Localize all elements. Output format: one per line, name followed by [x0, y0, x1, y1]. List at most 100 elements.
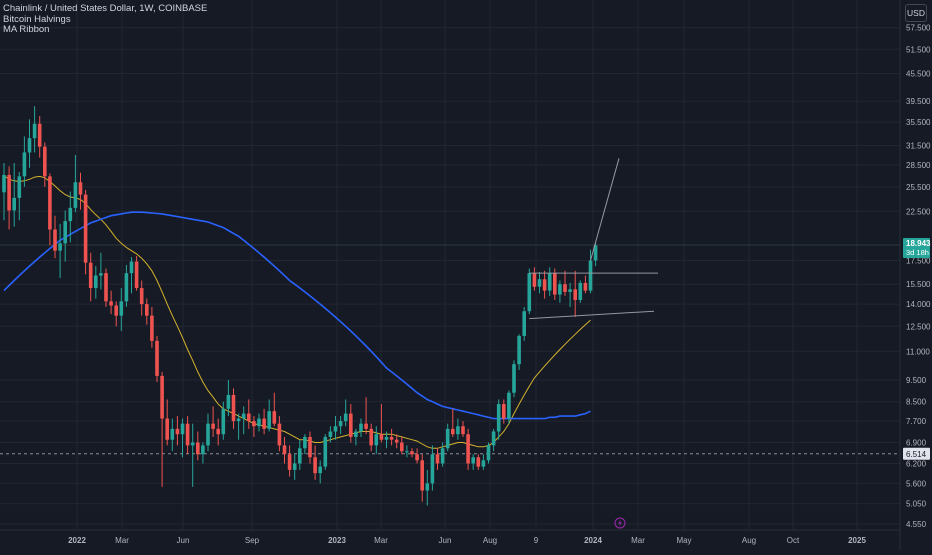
candle-body[interactable]: [568, 289, 572, 292]
candle-body[interactable]: [231, 394, 236, 422]
candle-body[interactable]: [440, 448, 445, 464]
trendline-projection[interactable]: [590, 158, 620, 261]
candle-body[interactable]: [226, 394, 231, 409]
candle-body[interactable]: [405, 451, 409, 453]
candle-body[interactable]: [308, 436, 312, 458]
candle-body[interactable]: [517, 335, 521, 365]
candle-body[interactable]: [374, 434, 379, 446]
candle-body[interactable]: [379, 434, 384, 440]
candle-body[interactable]: [420, 460, 424, 491]
candle-body[interactable]: [68, 207, 73, 222]
candle-body[interactable]: [12, 197, 16, 211]
candle-body[interactable]: [303, 436, 307, 449]
candle-body[interactable]: [451, 428, 455, 435]
candle-body[interactable]: [211, 423, 215, 429]
candle-body[interactable]: [486, 445, 491, 461]
candle-body[interactable]: [430, 454, 435, 484]
candle-body[interactable]: [527, 273, 532, 312]
candle-body[interactable]: [410, 451, 414, 455]
candle-body[interactable]: [109, 301, 113, 306]
candle-body[interactable]: [129, 261, 134, 274]
candle-body[interactable]: [384, 436, 389, 440]
candle-body[interactable]: [221, 408, 226, 435]
candle-body[interactable]: [185, 423, 190, 446]
candle-body[interactable]: [553, 273, 557, 295]
candle-body[interactable]: [170, 428, 175, 440]
candle-body[interactable]: [491, 431, 496, 446]
candle-body[interactable]: [99, 273, 103, 276]
candle-body[interactable]: [124, 273, 129, 302]
candle-body[interactable]: [573, 289, 577, 300]
candle-body[interactable]: [282, 445, 287, 455]
candle-body[interactable]: [333, 426, 338, 432]
candle-body[interactable]: [415, 454, 419, 461]
candle-body[interactable]: [542, 279, 547, 291]
candle-body[interactable]: [354, 431, 358, 437]
candle-body[interactable]: [287, 454, 292, 470]
candle-body[interactable]: [165, 418, 169, 440]
candle-body[interactable]: [298, 448, 302, 464]
candle-body[interactable]: [236, 418, 241, 422]
candle-body[interactable]: [201, 445, 205, 455]
candle-body[interactable]: [338, 421, 343, 427]
indicator-bitcoin-halvings[interactable]: Bitcoin Halvings: [3, 13, 71, 25]
candle-body[interactable]: [369, 428, 373, 446]
candle-body[interactable]: [22, 152, 27, 177]
candle-body[interactable]: [216, 428, 220, 435]
candle-body[interactable]: [512, 364, 516, 393]
candle-body[interactable]: [78, 182, 83, 195]
candle-body[interactable]: [466, 434, 470, 464]
candle-body[interactable]: [252, 421, 256, 427]
candle-body[interactable]: [88, 262, 93, 289]
candle-body[interactable]: [476, 457, 481, 467]
candle-body[interactable]: [456, 426, 460, 435]
candle-body[interactable]: [58, 243, 62, 251]
candle-body[interactable]: [94, 275, 98, 289]
candle-body[interactable]: [175, 428, 180, 435]
candle-body[interactable]: [257, 418, 261, 427]
candle-body[interactable]: [119, 301, 124, 316]
candle-body[interactable]: [389, 436, 394, 440]
candle-body[interactable]: [496, 404, 501, 432]
currency-button[interactable]: USD: [905, 4, 927, 22]
candle-body[interactable]: [394, 439, 399, 443]
lightning-bolt-icon[interactable]: [614, 517, 626, 529]
candle-body[interactable]: [190, 442, 195, 446]
candle-body[interactable]: [318, 466, 322, 474]
candle-body[interactable]: [241, 413, 246, 419]
trendline-support[interactable]: [529, 310, 655, 320]
candle-body[interactable]: [155, 340, 159, 376]
candle-body[interactable]: [206, 423, 210, 446]
candle-body[interactable]: [532, 273, 537, 287]
candle-body[interactable]: [63, 221, 67, 244]
candle-body[interactable]: [507, 392, 511, 419]
candle-body[interactable]: [196, 442, 200, 455]
candle-body[interactable]: [349, 413, 353, 437]
candle-body[interactable]: [37, 123, 42, 147]
candle-body[interactable]: [313, 457, 317, 474]
candle-body[interactable]: [364, 423, 368, 429]
candle-body[interactable]: [425, 483, 430, 491]
candle-body[interactable]: [262, 418, 266, 429]
candle-body[interactable]: [588, 260, 593, 291]
candle-body[interactable]: [537, 279, 542, 287]
candle-body[interactable]: [343, 413, 348, 422]
candle-body[interactable]: [471, 457, 475, 464]
candle-body[interactable]: [32, 123, 37, 139]
candle-body[interactable]: [27, 138, 32, 153]
candle-body[interactable]: [481, 460, 486, 467]
candle-body[interactable]: [73, 182, 78, 208]
candle-body[interactable]: [593, 245, 598, 261]
candle-body[interactable]: [17, 176, 22, 198]
candle-body[interactable]: [445, 428, 450, 449]
candle-body[interactable]: [563, 284, 567, 292]
candle-body[interactable]: [48, 176, 52, 230]
candle-body[interactable]: [53, 229, 57, 251]
candle-body[interactable]: [328, 431, 333, 437]
candle-body[interactable]: [583, 282, 588, 291]
candle-body[interactable]: [461, 426, 465, 435]
candle-body[interactable]: [139, 288, 144, 305]
candle-body[interactable]: [267, 411, 271, 429]
candle-body[interactable]: [558, 284, 562, 295]
